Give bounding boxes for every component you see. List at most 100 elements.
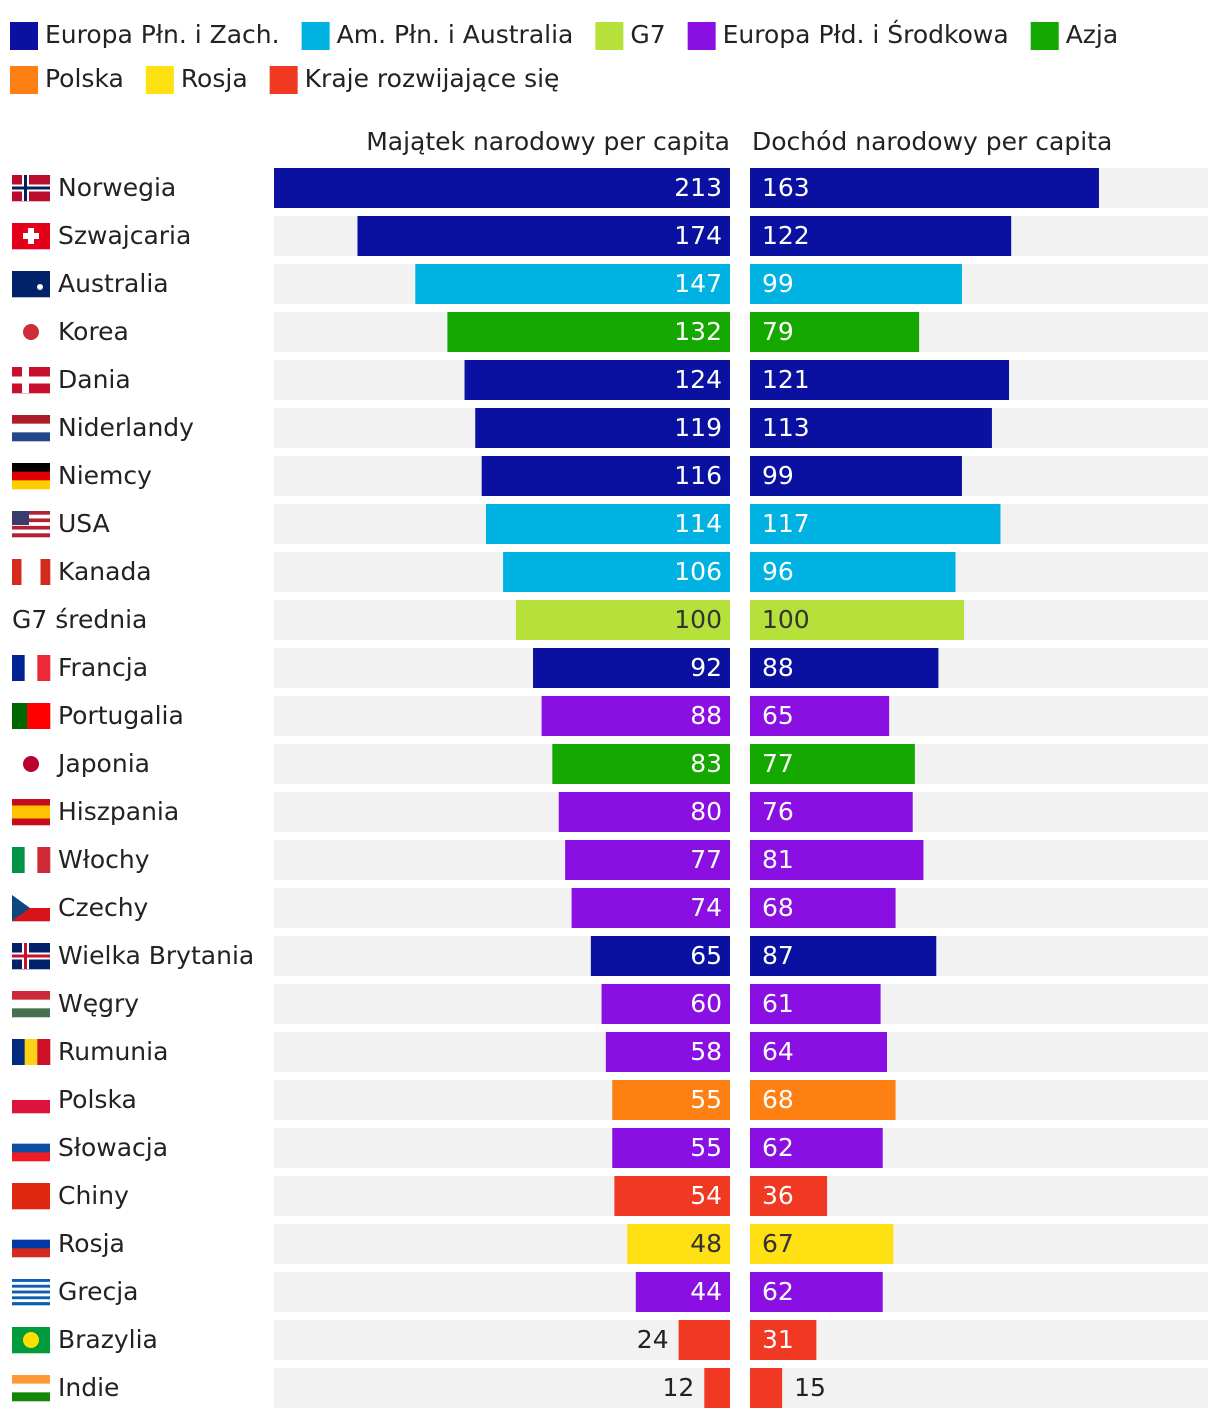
value-label: 213: [674, 173, 722, 202]
bar: [750, 312, 920, 352]
flag: [12, 1231, 50, 1258]
legend-label: Rosja: [181, 64, 248, 93]
flag-part: [12, 514, 50, 519]
category-label: Norwegia: [58, 173, 176, 202]
flag-part: [23, 756, 39, 772]
value-label: 87: [762, 941, 794, 970]
value-label: 62: [762, 1277, 794, 1306]
value-label: 106: [674, 557, 722, 586]
bar: [541, 696, 730, 736]
bar: [750, 840, 924, 880]
category-label: G7 średnia: [12, 605, 147, 634]
value-label: 55: [690, 1085, 722, 1114]
flag-part: [23, 324, 39, 340]
category-label: Indie: [58, 1373, 119, 1402]
legend-swatch: [301, 22, 330, 50]
flag-part: [12, 703, 20, 729]
value-label: 122: [762, 221, 810, 250]
bar: [704, 1368, 730, 1408]
category-label: Węgry: [58, 989, 139, 1018]
bar: [750, 1272, 883, 1312]
bar: [464, 360, 730, 400]
flag: [12, 511, 50, 538]
flag-part: [37, 847, 51, 873]
flag: [12, 223, 50, 250]
legend-item: Kraje rozwijające się: [269, 64, 559, 94]
value-label: 174: [674, 221, 722, 250]
category-label: Wielka Brytania: [58, 941, 254, 970]
flag-part: [12, 559, 22, 585]
flag-part: [12, 186, 50, 190]
flag-part: [23, 233, 39, 239]
bar: [750, 456, 962, 496]
bar: [750, 648, 939, 688]
bar: [612, 1080, 730, 1120]
flag-part: [12, 1302, 50, 1306]
category-label: Portugalia: [58, 701, 184, 730]
category-label: Włochy: [58, 845, 150, 874]
bar: [750, 936, 937, 976]
category-label: USA: [58, 509, 110, 538]
flag-part: [12, 1287, 50, 1291]
legend-item: Europa Płn. i Zach.: [10, 20, 280, 50]
bar: [614, 1176, 730, 1216]
flag-part: [12, 1231, 50, 1240]
legend-label: Europa Płd. i Środkowa: [723, 19, 1009, 49]
legend-swatch: [1030, 22, 1059, 50]
value-label: 81: [762, 845, 794, 874]
bar: [590, 936, 730, 976]
value-label: 44: [690, 1277, 722, 1306]
bar: [475, 408, 730, 448]
value-label: 77: [762, 749, 794, 778]
legend-label: Europa Płn. i Zach.: [45, 20, 280, 49]
value-label: 116: [674, 461, 722, 490]
flag: [12, 1087, 50, 1114]
category-label: Rosja: [58, 1229, 125, 1258]
flag-part: [24, 1039, 38, 1065]
legend-item: Polska: [10, 64, 124, 94]
flag: [12, 655, 51, 681]
bar: [612, 1128, 730, 1168]
value-label: 58: [690, 1037, 722, 1066]
flag-part: [12, 1248, 50, 1258]
bar: [750, 552, 956, 592]
value-label: 147: [674, 269, 722, 298]
flag: [12, 271, 50, 298]
value-label: 79: [762, 317, 794, 346]
legend-label: Polska: [45, 64, 124, 93]
value-label: 119: [674, 413, 722, 442]
flag: [12, 415, 50, 442]
flag-part: [12, 999, 50, 1009]
flag: [12, 1039, 51, 1065]
bar: [485, 504, 730, 544]
flag-part: [34, 703, 43, 729]
value-label: 65: [762, 701, 794, 730]
flag-part: [12, 818, 50, 826]
bar: [515, 600, 730, 640]
flag-part: [12, 1135, 50, 1144]
value-label: 99: [762, 269, 794, 298]
value-label: 54: [690, 1181, 722, 1210]
flag-part: [12, 805, 50, 813]
flag-part: [12, 1008, 50, 1018]
value-label: 92: [690, 653, 722, 682]
flag-part: [12, 1296, 50, 1300]
legend-item: Am. Płn. i Australia: [301, 20, 573, 50]
value-label: 88: [690, 701, 722, 730]
category-label: Słowacja: [58, 1133, 168, 1162]
value-label: 65: [690, 941, 722, 970]
category-label: Niemcy: [58, 461, 152, 490]
category-label: Dania: [58, 365, 131, 394]
value-label: 163: [762, 173, 810, 202]
bar: [503, 552, 730, 592]
track: [274, 1368, 730, 1408]
bar: [750, 504, 1001, 544]
flag-part: [12, 518, 50, 523]
track: [274, 1320, 730, 1360]
bar: [750, 792, 913, 832]
value-label: 67: [762, 1229, 794, 1258]
value-label: 100: [674, 605, 722, 634]
bar: [750, 408, 992, 448]
flag: [12, 319, 50, 346]
